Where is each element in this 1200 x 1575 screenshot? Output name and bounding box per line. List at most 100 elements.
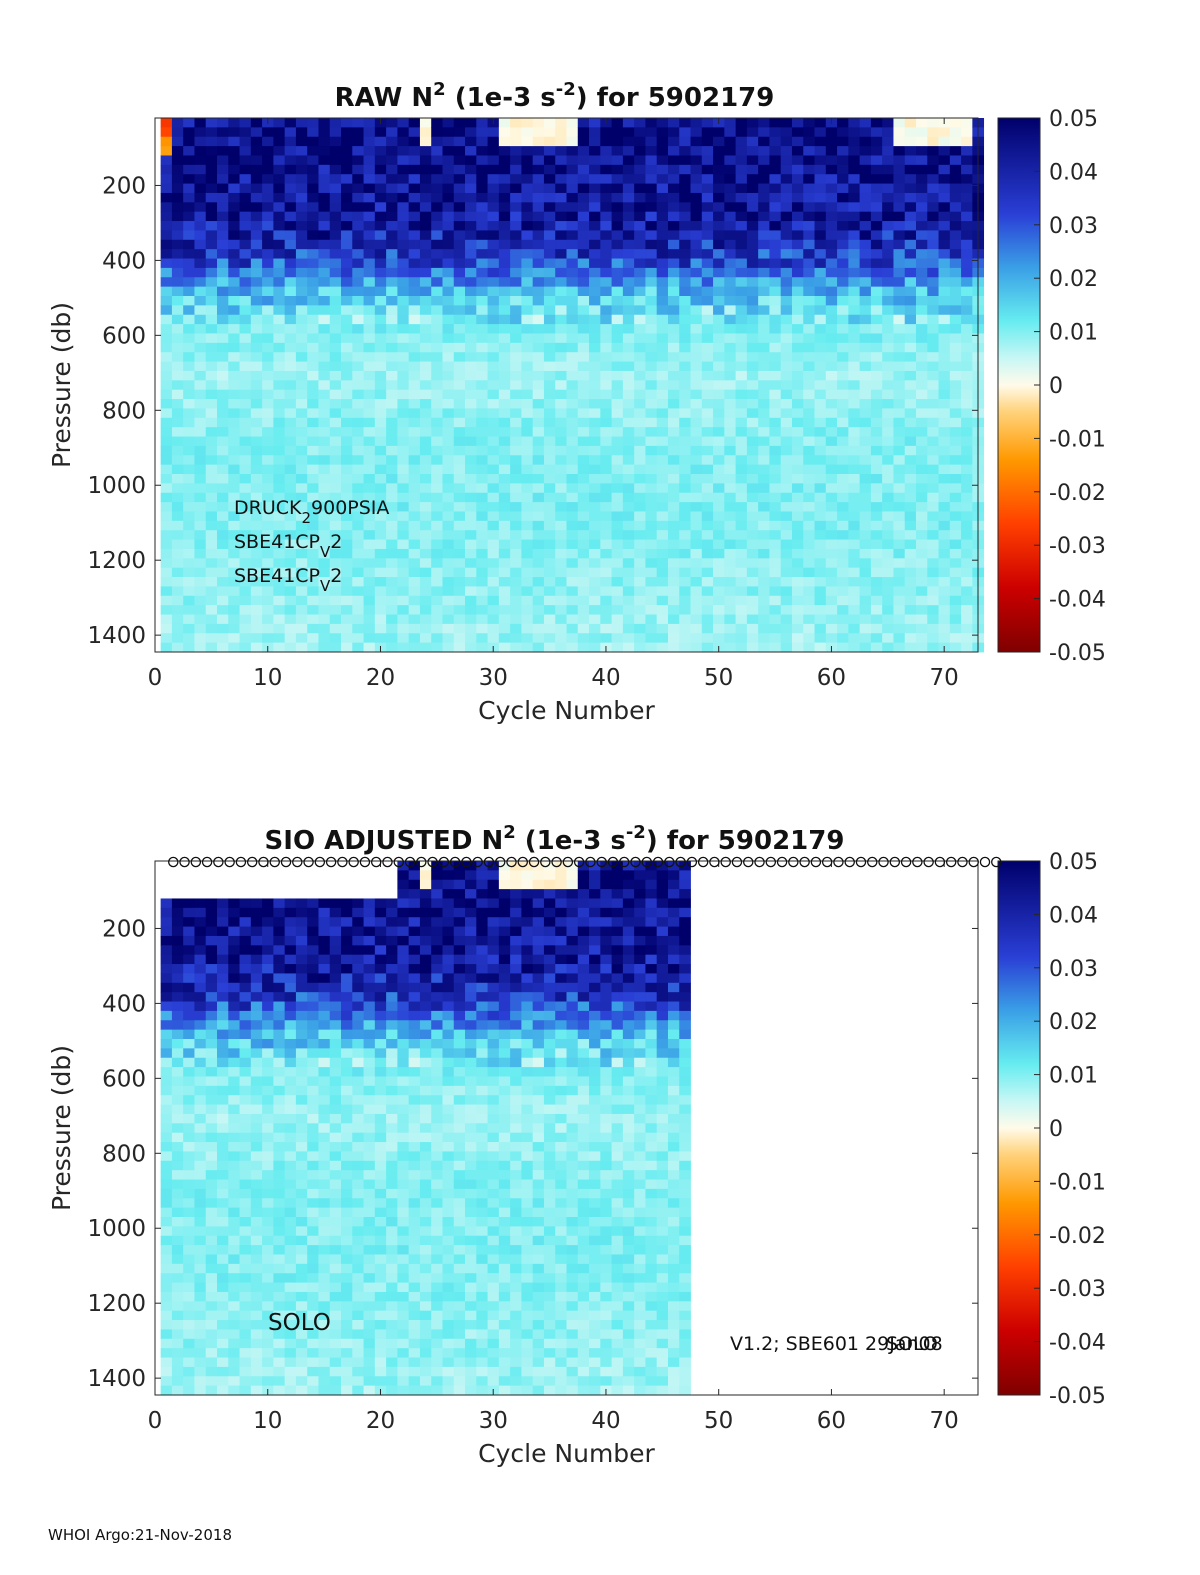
heatmap-cell: [408, 314, 421, 325]
heatmap-cell: [735, 520, 748, 531]
heatmap-cell: [622, 520, 635, 531]
heatmap-cell: [419, 436, 432, 447]
heatmap-cell: [465, 174, 477, 184]
heatmap-cell: [262, 1357, 274, 1368]
heatmap-cell: [171, 408, 184, 419]
heatmap-cell: [453, 174, 466, 184]
heatmap-cell: [397, 586, 410, 597]
heatmap-cell: [295, 1188, 308, 1199]
heatmap-cell: [284, 249, 297, 259]
heatmap-cell: [600, 230, 612, 241]
heatmap-cell: [634, 202, 646, 213]
heatmap-cell: [690, 399, 703, 409]
heatmap-cell: [645, 445, 658, 456]
heatmap-cell: [803, 586, 815, 597]
heatmap-cell: [882, 146, 894, 156]
heatmap-cell: [938, 445, 951, 456]
heatmap-cell: [352, 558, 364, 569]
heatmap-cell: [442, 502, 455, 512]
heatmap-cell: [769, 183, 782, 194]
heatmap-cell: [949, 258, 962, 269]
heatmap-cell: [893, 492, 906, 503]
heatmap-cell: [498, 389, 511, 400]
heatmap-cell: [634, 146, 646, 156]
heatmap-cell: [250, 1113, 263, 1124]
heatmap-cell: [295, 1085, 308, 1096]
heatmap-cell: [634, 239, 646, 250]
heatmap-cell: [160, 548, 173, 559]
heatmap-cell: [498, 333, 511, 344]
heatmap-cell: [262, 305, 274, 316]
heatmap-cell: [679, 352, 691, 362]
heatmap-cell: [949, 370, 962, 381]
heatmap-cell: [318, 258, 331, 269]
heatmap-cell: [487, 511, 500, 522]
heatmap-cell: [566, 211, 579, 222]
heatmap-cell: [262, 982, 274, 993]
heatmap-cell: [690, 370, 703, 381]
heatmap-cell: [250, 333, 263, 344]
heatmap-cell: [543, 539, 556, 550]
heatmap-cell: [634, 520, 646, 531]
heatmap-cell: [566, 258, 579, 269]
heatmap-cell: [498, 455, 511, 466]
heatmap-cell: [205, 1039, 218, 1049]
heatmap-cell: [487, 464, 500, 475]
heatmap-cell: [318, 464, 331, 475]
heatmap-cell: [487, 492, 500, 503]
heatmap-cell: [205, 408, 218, 419]
heatmap-cell: [532, 502, 545, 512]
heatmap-cell: [307, 127, 319, 138]
heatmap-cell: [431, 249, 443, 259]
heatmap-cell: [814, 445, 827, 456]
heatmap-cell: [543, 567, 556, 578]
heatmap-cell: [961, 239, 973, 250]
heatmap-cell: [566, 155, 579, 166]
heatmap-cell: [352, 520, 364, 531]
heatmap-cell: [848, 164, 861, 175]
heatmap-cell: [217, 417, 229, 428]
heatmap-cell: [679, 595, 691, 606]
heatmap-cell: [566, 164, 579, 175]
heatmap-cell: [825, 239, 838, 250]
heatmap-cell: [746, 389, 759, 400]
heatmap-cell: [803, 267, 815, 278]
heatmap-cell: [194, 417, 207, 428]
heatmap-cell: [555, 192, 567, 203]
heatmap-cell: [915, 136, 928, 147]
heatmap-cell: [397, 633, 410, 644]
heatmap-cell: [307, 286, 319, 297]
heatmap-cell: [791, 202, 804, 213]
heatmap-cell: [442, 305, 455, 316]
heatmap-cell: [329, 370, 342, 381]
heatmap-cell: [250, 520, 263, 531]
heatmap-cell: [667, 492, 680, 503]
heatmap-cell: [791, 221, 804, 231]
heatmap-cell: [194, 239, 207, 250]
heatmap-cell: [194, 1254, 207, 1265]
heatmap-cell: [194, 1076, 207, 1087]
heatmap-cell: [408, 342, 421, 353]
heatmap-cell: [262, 595, 274, 606]
heatmap-cell: [758, 399, 770, 409]
heatmap-cell: [645, 342, 658, 353]
heatmap-cell: [239, 1095, 252, 1105]
heatmap-cell: [262, 342, 274, 353]
heatmap-cell: [262, 1282, 274, 1293]
heatmap-cell: [780, 464, 793, 475]
heatmap-cell: [837, 492, 849, 503]
heatmap-cell: [160, 1320, 173, 1330]
heatmap-cell: [374, 146, 387, 156]
heatmap-cell: [825, 464, 838, 475]
heatmap-cell: [904, 445, 917, 456]
heatmap-cell: [634, 539, 646, 550]
heatmap-cell: [803, 389, 815, 400]
heatmap-cell: [228, 1348, 240, 1358]
heatmap-cell: [589, 389, 601, 400]
heatmap-cell: [758, 558, 770, 569]
heatmap-cell: [329, 249, 342, 259]
heatmap-cell: [341, 258, 353, 269]
heatmap-cell: [938, 520, 951, 531]
heatmap-cell: [465, 642, 477, 653]
heatmap-cell: [419, 174, 432, 184]
